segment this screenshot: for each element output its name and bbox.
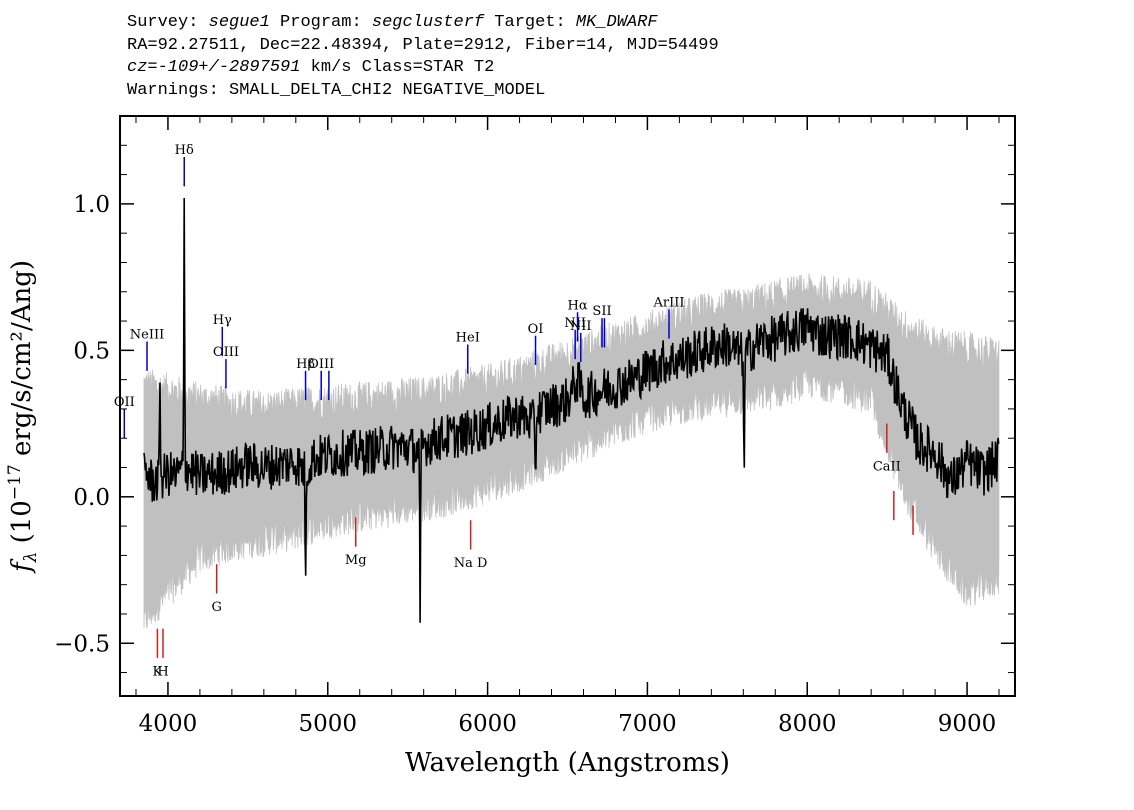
axis-ticks: 4000 5000 6000 7000 8000 9000 −0.5 0.0 0.5 1.0 <box>54 116 1015 737</box>
emission-line-label-8: HeI <box>456 331 480 346</box>
emission-line-label-12: NII <box>570 319 592 334</box>
y-tick-label: −0.5 <box>54 631 110 657</box>
x-tick-label: 5000 <box>298 711 357 737</box>
spectrum-header: Survey: segue1 Program: segclusterf Targ… <box>127 12 1007 102</box>
x-tick-label: 4000 <box>139 711 198 737</box>
y-tick-label: 0.0 <box>73 485 110 511</box>
target-label: Target: <box>484 13 576 32</box>
x-axis-title: Wavelength (Angstroms) <box>405 748 730 778</box>
absorption-line-label-5: CaII <box>873 459 901 474</box>
header-line-survey: Survey: segue1 Program: segclusterf Targ… <box>127 12 1007 35</box>
survey-value: segue1 <box>208 13 270 32</box>
error-envelope-band <box>143 273 1000 629</box>
header-line-warnings: Warnings: SMALL_DELTA_CHI2 NEGATIVE_MODE… <box>127 80 546 100</box>
header-line-coordinates: RA=92.27511, Dec=22.48394, Plate=2912, F… <box>127 35 719 55</box>
emission-line-label-11: Hα <box>568 298 588 313</box>
emission-line-label-13: SII <box>592 304 611 319</box>
target-value: MK_DWARF <box>575 13 658 32</box>
program-value: segclusterf <box>371 13 485 32</box>
header-line-redshift: cz=-109+/-2897591 km/s Class=STAR T2 <box>127 57 1007 80</box>
emission-line-label-6: OIII <box>308 357 334 372</box>
y-title-exp: −17 <box>5 464 25 500</box>
y-title-open: (10 <box>7 500 37 552</box>
program-label: Program: <box>269 13 372 32</box>
emission-line-label-5: Hβ <box>296 357 315 372</box>
emission-line-label-3: Hγ <box>213 313 232 328</box>
emission-line-label-15: ArIII <box>652 295 684 310</box>
y-title-lambda-sub: λ <box>21 552 41 564</box>
absorption-line-label-2: G <box>211 600 221 615</box>
y-tick-label: 0.5 <box>73 338 110 364</box>
emission-line-label-4: OIII <box>213 345 239 360</box>
flux-line <box>143 197 1000 623</box>
y-title-units: erg/s/cm²/Ang) <box>7 260 37 464</box>
plot-frame <box>119 115 1016 697</box>
emission-line-label-1: NeIII <box>130 328 164 343</box>
x-tick-label: 7000 <box>618 711 677 737</box>
emission-line-label-0: OII <box>114 395 135 410</box>
absorption-line-label-1: H <box>157 664 168 679</box>
x-tick-label: 8000 <box>778 711 837 737</box>
emission-line-label-2: Hδ <box>175 143 194 158</box>
x-tick-label: 9000 <box>938 711 997 737</box>
class-value: km/s Class=STAR T2 <box>300 58 495 77</box>
flux-series <box>143 197 1000 623</box>
y-tick-label: 1.0 <box>73 192 110 218</box>
absorption-line-label-3: Mg <box>345 553 367 568</box>
x-tick-label: 6000 <box>458 711 517 737</box>
survey-label: Survey: <box>127 13 209 32</box>
absorption-line-label-4: Na D <box>454 556 488 571</box>
emission-line-label-10: NII <box>564 316 586 331</box>
emission-line-label-9: OI <box>528 322 544 337</box>
absorption-line-label-0: K <box>153 664 163 679</box>
y-axis-title: fλ (10−17 erg/s/cm²/Ang) <box>5 260 41 574</box>
error-envelope <box>143 273 1000 629</box>
redshift-value: cz=-109+/-2897591 <box>127 58 301 77</box>
